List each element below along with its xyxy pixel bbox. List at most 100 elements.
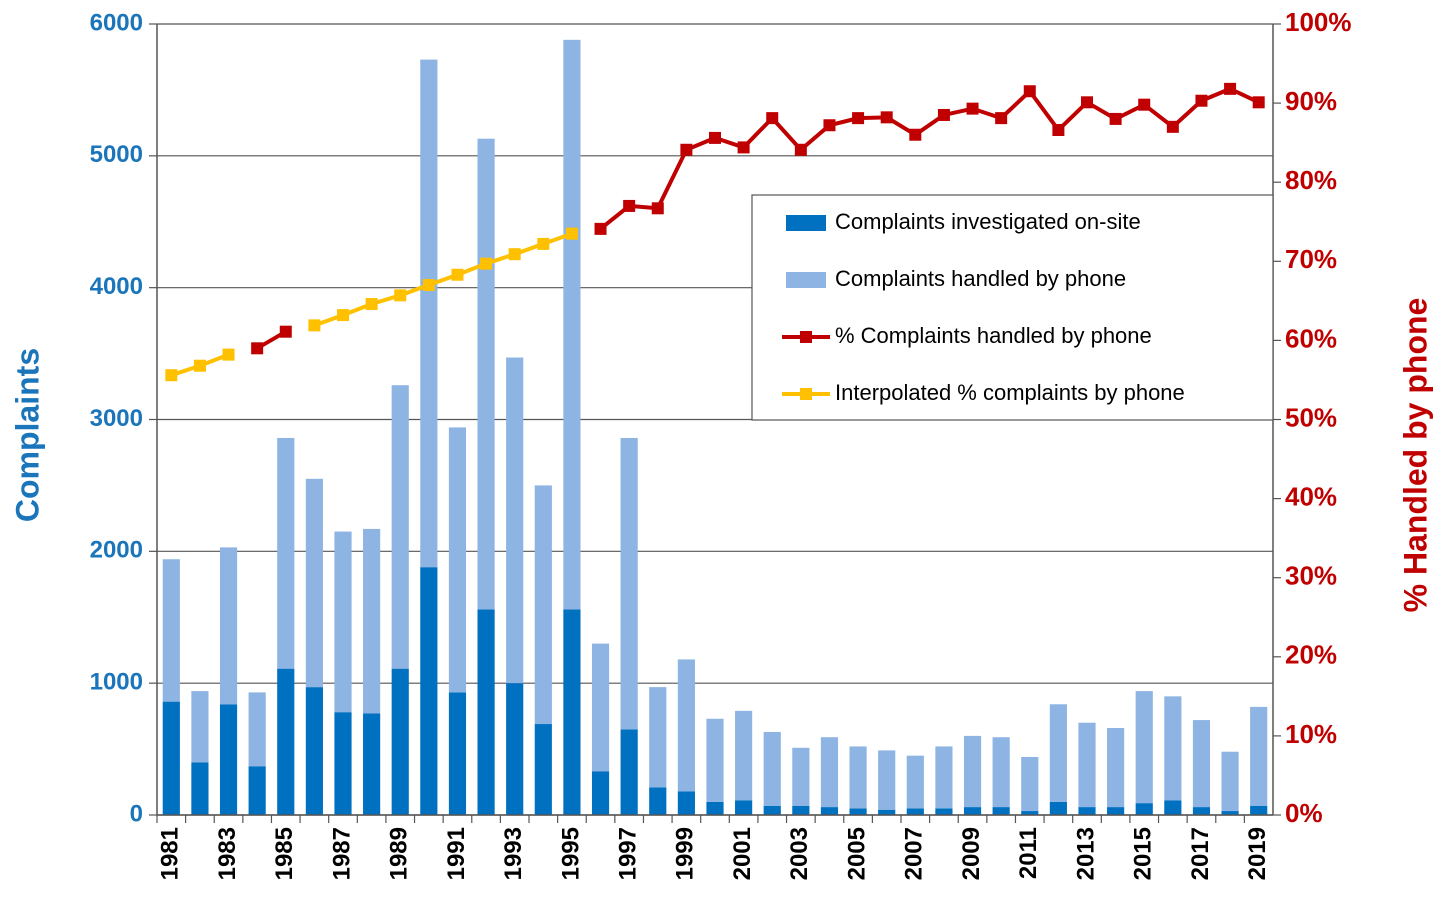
bar — [878, 809, 896, 815]
bar — [305, 687, 323, 815]
bar — [391, 668, 409, 815]
bar — [906, 755, 924, 809]
bar — [1107, 807, 1125, 815]
marker — [1109, 112, 1122, 125]
bar — [906, 808, 924, 815]
bar — [506, 357, 524, 684]
bar — [763, 805, 781, 815]
y-tick-label: 1000 — [90, 669, 143, 696]
legend-label: Complaints investigated on-site — [835, 209, 1141, 234]
bar — [191, 691, 209, 763]
bar — [1192, 807, 1211, 815]
bar — [1107, 727, 1125, 808]
marker — [966, 102, 979, 115]
y-tick-label: 2000 — [90, 537, 143, 564]
marker — [766, 112, 779, 125]
bar — [477, 138, 495, 610]
marker — [165, 369, 178, 382]
marker — [737, 141, 750, 154]
marker — [594, 222, 607, 235]
bar — [820, 737, 839, 808]
marker — [1252, 96, 1265, 109]
y2-tick-label: 50% — [1285, 402, 1337, 432]
bar — [1049, 801, 1067, 815]
y2-tick-label: 60% — [1285, 323, 1337, 353]
bar — [162, 559, 180, 702]
marker — [1224, 82, 1237, 95]
bar — [935, 808, 953, 815]
bar — [1021, 811, 1039, 815]
marker — [709, 131, 721, 144]
x-tick-label: 2015 — [1130, 827, 1157, 880]
bar — [1021, 756, 1039, 812]
marker — [1052, 123, 1065, 136]
marker — [823, 119, 836, 132]
bar — [248, 766, 266, 815]
x-tick-label: 1995 — [557, 827, 584, 880]
bar — [963, 735, 982, 808]
y2-tick-label: 20% — [1285, 640, 1337, 670]
bar — [792, 805, 810, 815]
y2-axis-title: % Handled by phone — [1397, 298, 1433, 613]
bar — [620, 437, 638, 730]
bar — [219, 704, 238, 815]
bar — [534, 485, 552, 725]
legend-label: Complaints handled by phone — [835, 266, 1126, 291]
bar — [1221, 751, 1239, 812]
marker — [222, 348, 235, 361]
marker — [995, 112, 1008, 125]
marker — [365, 298, 378, 311]
bar — [391, 385, 409, 669]
marker — [251, 342, 264, 355]
marker — [1081, 96, 1093, 109]
bar — [420, 59, 438, 568]
y2-tick-label: 70% — [1285, 244, 1337, 274]
bar — [1078, 722, 1096, 808]
bar — [1250, 706, 1268, 806]
x-tick-label: 1997 — [614, 827, 641, 880]
marker — [909, 128, 922, 141]
marker — [794, 143, 807, 156]
x-tick-label: 1983 — [214, 827, 241, 880]
marker — [880, 111, 893, 124]
y-tick-label: 4000 — [90, 273, 143, 300]
bar — [649, 787, 667, 815]
bar — [1250, 805, 1268, 815]
bar — [219, 547, 238, 705]
marker — [651, 202, 664, 215]
marker — [422, 279, 435, 292]
bar — [677, 659, 695, 792]
bar — [248, 692, 266, 767]
marker — [394, 289, 407, 302]
bar — [620, 729, 638, 815]
bar — [992, 807, 1010, 815]
marker — [337, 309, 349, 322]
y-tick-label: 5000 — [90, 141, 143, 168]
y2-tick-label: 30% — [1285, 561, 1337, 591]
marker — [623, 199, 636, 212]
bar — [849, 746, 867, 809]
legend-swatch — [786, 215, 826, 231]
y2-tick-label: 10% — [1285, 719, 1337, 749]
bar — [935, 746, 953, 809]
marker — [680, 143, 693, 156]
legend-box — [751, 194, 1274, 421]
bar — [363, 713, 381, 815]
x-tick-label: 2005 — [843, 827, 870, 880]
bar — [563, 609, 581, 815]
bar — [420, 567, 438, 815]
x-tick-label: 2013 — [1072, 827, 1099, 880]
x-tick-label: 2003 — [786, 827, 813, 880]
bar — [706, 718, 724, 802]
bar — [277, 437, 295, 669]
y-axis-title: Complaints — [9, 348, 45, 522]
bar — [363, 528, 381, 714]
bar — [878, 750, 896, 810]
bar — [649, 687, 667, 788]
marker — [565, 227, 578, 240]
bar — [448, 692, 467, 815]
legend-label: % Complaints handled by phone — [835, 323, 1152, 348]
y2-tick-label: 80% — [1285, 165, 1337, 195]
y2-tick-label: 40% — [1285, 481, 1337, 511]
marker — [937, 108, 950, 121]
